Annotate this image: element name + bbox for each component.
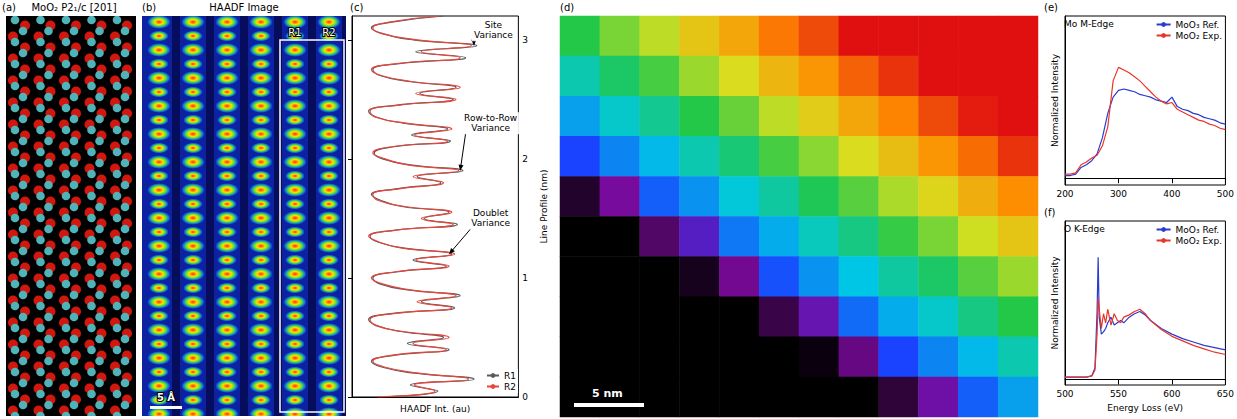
svg-text:Normalized Intensity: Normalized Intensity xyxy=(1050,53,1060,147)
svg-text:R2: R2 xyxy=(504,382,516,392)
svg-text:MoO₂ Exp.: MoO₂ Exp. xyxy=(1176,236,1222,246)
svg-text:200: 200 xyxy=(1056,189,1073,199)
svg-text:2: 2 xyxy=(522,154,528,164)
svg-text:R2: R2 xyxy=(322,27,335,38)
svg-text:5 Å: 5 Å xyxy=(157,391,175,403)
svg-text:MoO₂ P2₁/c [201]: MoO₂ P2₁/c [201] xyxy=(31,2,116,13)
svg-text:(a): (a) xyxy=(2,2,16,13)
svg-text:HAADF Int. (au): HAADF Int. (au) xyxy=(400,404,470,414)
svg-text:(d): (d) xyxy=(560,2,574,13)
svg-text:MoO₃ Ref.: MoO₃ Ref. xyxy=(1176,20,1220,30)
svg-text:650: 650 xyxy=(1217,389,1234,399)
svg-text:500: 500 xyxy=(1217,189,1234,199)
svg-text:Normalized Intensity: Normalized Intensity xyxy=(1050,256,1060,350)
svg-text:600: 600 xyxy=(1163,389,1180,399)
svg-text:MoO₃ Ref.: MoO₃ Ref. xyxy=(1176,225,1220,235)
svg-text:Variance: Variance xyxy=(474,30,513,40)
svg-text:(c): (c) xyxy=(350,2,363,13)
svg-text:(e): (e) xyxy=(1044,2,1058,13)
svg-text:1: 1 xyxy=(522,273,528,283)
svg-text:Site: Site xyxy=(485,20,503,30)
svg-text:0: 0 xyxy=(522,392,528,402)
svg-text:HAADF Image: HAADF Image xyxy=(209,2,278,13)
svg-text:Doublet: Doublet xyxy=(473,208,509,218)
svg-text:Variance: Variance xyxy=(471,218,510,228)
svg-text:(b): (b) xyxy=(142,2,156,13)
svg-text:550: 550 xyxy=(1110,389,1127,399)
svg-text:(f): (f) xyxy=(1044,207,1055,218)
svg-text:Mo M-Edge: Mo M-Edge xyxy=(1064,19,1114,29)
svg-text:Variance: Variance xyxy=(471,123,510,133)
svg-text:3: 3 xyxy=(522,35,528,45)
svg-text:500: 500 xyxy=(1056,389,1073,399)
svg-text:400: 400 xyxy=(1163,189,1180,199)
svg-text:R1: R1 xyxy=(288,27,301,38)
svg-text:Line Profile (nm): Line Profile (nm) xyxy=(539,170,549,244)
svg-text:R1: R1 xyxy=(504,371,516,381)
svg-text:MoO₂ Exp.: MoO₂ Exp. xyxy=(1176,31,1222,41)
svg-text:5 nm: 5 nm xyxy=(592,387,623,400)
svg-text:O K-Edge: O K-Edge xyxy=(1064,224,1105,234)
svg-text:Energy Loss (eV): Energy Loss (eV) xyxy=(1107,403,1183,413)
svg-text:300: 300 xyxy=(1110,189,1127,199)
svg-text:Row-to-Row: Row-to-Row xyxy=(464,113,517,123)
